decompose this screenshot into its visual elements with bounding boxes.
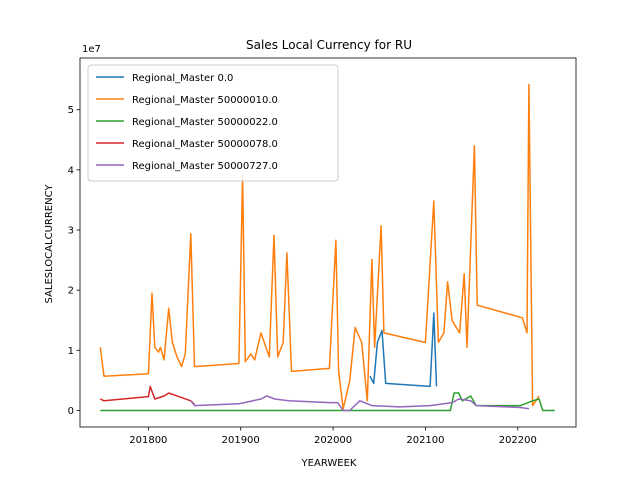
series-line — [100, 392, 555, 412]
series-line — [190, 395, 530, 412]
x-tick-label: 202000 — [314, 435, 352, 446]
y-offset-label: 1e7 — [82, 44, 101, 55]
x-tick-label: 201800 — [129, 435, 167, 446]
chart-title: Sales Local Currency for RU — [246, 38, 412, 52]
y-tick-label: 5 — [68, 105, 74, 116]
legend-label: Regional_Master 0.0 — [132, 73, 233, 84]
y-tick-label: 2 — [68, 286, 74, 297]
x-axis-label: YEARWEEK — [301, 458, 357, 469]
series-line — [99, 385, 196, 405]
x-tick-label: 201900 — [222, 435, 260, 446]
legend-label: Regional_Master 50000010.0 — [132, 95, 278, 106]
x-tick-label: 202100 — [406, 435, 444, 446]
y-tick-label: 4 — [68, 165, 74, 176]
y-axis-label: SALESLOCALCURRENCY — [44, 184, 55, 304]
legend-box — [87, 64, 339, 182]
x-tick-label: 202200 — [499, 435, 537, 446]
legend-label: Regional_Master 50000078.0 — [132, 139, 278, 150]
plot-frame — [79, 57, 577, 428]
y-tick-label: 0 — [68, 406, 74, 417]
series-line — [99, 83, 540, 410]
legend-label: Regional_Master 50000022.0 — [132, 117, 278, 128]
y-tick-label: 3 — [68, 226, 74, 237]
y-tick-label: 1 — [68, 346, 74, 357]
series-line — [369, 312, 438, 388]
legend-label: Regional_Master 50000727.0 — [132, 161, 278, 172]
